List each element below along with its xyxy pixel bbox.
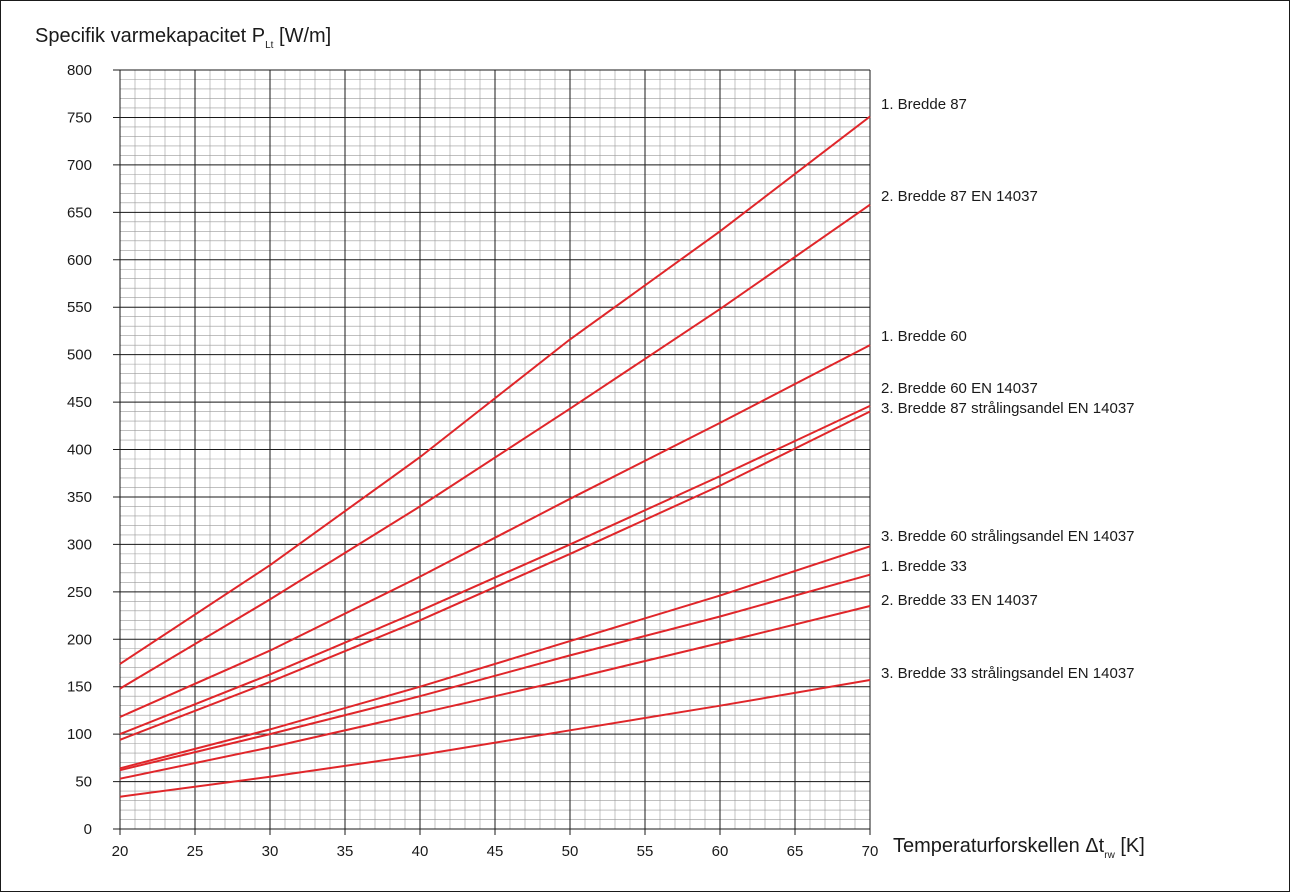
series-label: 2. Bredde 87 EN 14037 bbox=[881, 188, 1038, 205]
series-line bbox=[119, 404, 871, 736]
y-tick-label: 750 bbox=[67, 109, 92, 126]
x-tick-label: 70 bbox=[862, 843, 879, 860]
y-tick-label: 800 bbox=[67, 62, 92, 79]
y-tick-labels: 0 50 100 150 200 250 300 350 400 450 500 550 600 650 7… bbox=[67, 62, 92, 838]
x-axis-title: Temperaturforskellen Δtrw [K] bbox=[893, 835, 1145, 861]
y-tick-label: 200 bbox=[67, 631, 92, 648]
series-line bbox=[119, 545, 871, 770]
y-tick-label: 500 bbox=[67, 347, 92, 364]
y-tick-label: 600 bbox=[67, 252, 92, 269]
x-tick-label: 20 bbox=[112, 843, 129, 860]
series-label: 1. Bredde 87 bbox=[881, 96, 967, 113]
x-tick-label: 35 bbox=[337, 843, 354, 860]
series-line bbox=[119, 203, 871, 690]
x-tick-label: 45 bbox=[487, 843, 504, 860]
y-tick-label: 400 bbox=[67, 442, 92, 459]
series-label: 2. Bredde 33 EN 14037 bbox=[881, 592, 1038, 609]
series-line bbox=[119, 115, 871, 665]
y-tick-label: 550 bbox=[67, 299, 92, 316]
series-lines bbox=[119, 115, 871, 798]
series-line bbox=[119, 573, 871, 772]
series-label: 3. Bredde 60 strålingsandel EN 14037 bbox=[881, 528, 1135, 545]
y-tick-label: 150 bbox=[67, 679, 92, 696]
y-tick-label: 0 bbox=[84, 821, 92, 838]
y-tick-label: 450 bbox=[67, 394, 92, 411]
x-tick-label: 55 bbox=[637, 843, 654, 860]
series-labels: 1. Bredde 87 2. Bredde 87 EN 14037 1. Bred… bbox=[881, 96, 1135, 682]
major-grid bbox=[113, 69, 871, 835]
y-tick-label: 350 bbox=[67, 489, 92, 506]
x-tick-labels: 20 25 30 35 40 45 50 55 60 65 70 bbox=[112, 843, 879, 860]
series-line bbox=[119, 410, 871, 741]
x-tick-label: 30 bbox=[262, 843, 279, 860]
series-line bbox=[119, 605, 871, 780]
y-axis-title: Specifik varmekapacitet PLt [W/m] bbox=[35, 25, 331, 51]
y-tick-label: 300 bbox=[67, 536, 92, 553]
x-tick-label: 50 bbox=[562, 843, 579, 860]
y-tick-label: 650 bbox=[67, 204, 92, 221]
y-tick-label: 250 bbox=[67, 584, 92, 601]
x-tick-label: 25 bbox=[187, 843, 204, 860]
x-tick-label: 60 bbox=[712, 843, 729, 860]
x-tick-label: 65 bbox=[787, 843, 804, 860]
series-line bbox=[119, 679, 871, 798]
series-label: 2. Bredde 60 EN 14037 bbox=[881, 380, 1038, 397]
series-line bbox=[119, 344, 871, 718]
x-tick-label: 40 bbox=[412, 843, 429, 860]
series-label: 1. Bredde 60 bbox=[881, 328, 967, 345]
series-label: 3. Bredde 33 strålingsandel EN 14037 bbox=[881, 665, 1135, 682]
series-label: 1. Bredde 33 bbox=[881, 558, 967, 575]
series-label: 3. Bredde 87 strålingsandel EN 14037 bbox=[881, 400, 1135, 417]
y-tick-label: 700 bbox=[67, 157, 92, 174]
y-tick-label: 100 bbox=[67, 726, 92, 743]
y-tick-label: 50 bbox=[75, 774, 92, 791]
